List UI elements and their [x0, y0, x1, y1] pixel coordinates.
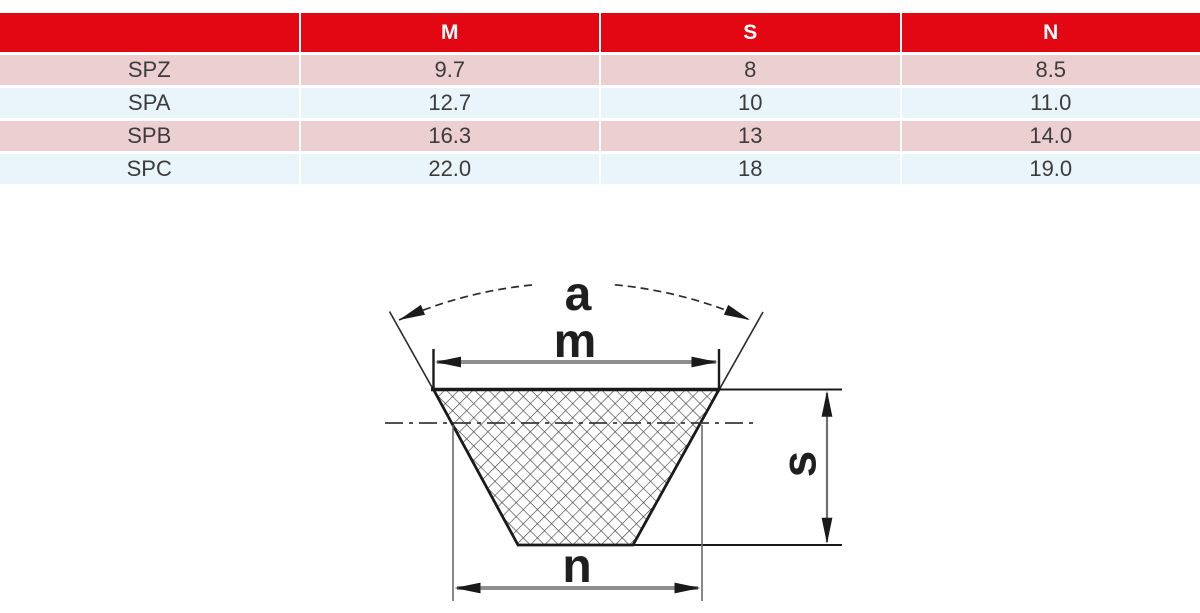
table-cell-n: 8.5 [901, 55, 1200, 85]
arc-label-gap [536, 266, 614, 318]
s-arrow-bottom-icon [821, 517, 833, 544]
belt-spec-table: M S N SPZ 9.7 8 8.5 SPA 12.7 10 11.0 SPB… [0, 13, 1200, 184]
table-cell-n: 19.0 [901, 154, 1200, 184]
table-cell-profile: SPA [0, 88, 299, 118]
table-cell-m: 12.7 [300, 88, 599, 118]
column-header-profile [0, 13, 299, 52]
column-header-s: S [601, 13, 900, 52]
m-arrow-right-icon [691, 356, 718, 368]
table-cell-n: 11.0 [901, 88, 1200, 118]
label-top-width-m: m [554, 315, 597, 368]
label-datum-width-n: n [562, 540, 591, 593]
arc-arrow-left-icon [399, 304, 426, 320]
label-angle-a: a [565, 268, 592, 321]
s-arrow-top-icon [821, 390, 833, 417]
table-cell-s: 18 [601, 154, 900, 184]
left-flank-extension-line [388, 311, 435, 391]
table-cell-s: 13 [601, 121, 900, 151]
arc-arrow-right-icon [723, 304, 750, 320]
belt-cross-section [431, 388, 722, 547]
table-cell-profile: SPC [0, 154, 299, 184]
table-cell-m: 22.0 [300, 154, 599, 184]
angle-dimension-arc [398, 282, 751, 321]
m-arrow-left-icon [435, 356, 461, 368]
table-cell-m: 16.3 [300, 121, 599, 151]
table-cell-m: 9.7 [300, 55, 599, 85]
table-cell-profile: SPZ [0, 55, 299, 85]
table-cell-s: 8 [601, 55, 900, 85]
n-arrow-right-icon [674, 582, 701, 594]
label-height-s: s [774, 451, 827, 478]
right-flank-extension-line [718, 311, 764, 391]
table-cell-n: 14.0 [901, 121, 1200, 151]
n-arrow-left-icon [454, 582, 481, 594]
column-header-m: M [300, 13, 599, 52]
column-header-n: N [901, 13, 1200, 52]
table-cell-s: 10 [601, 88, 900, 118]
table-cell-profile: SPB [0, 121, 299, 151]
